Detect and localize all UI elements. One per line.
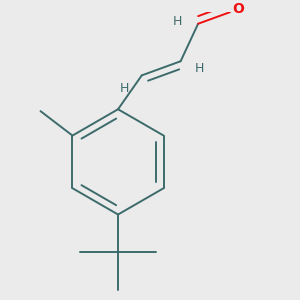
Text: H: H — [173, 15, 182, 28]
Text: O: O — [232, 2, 244, 16]
Text: H: H — [195, 62, 204, 75]
Text: H: H — [120, 82, 130, 95]
